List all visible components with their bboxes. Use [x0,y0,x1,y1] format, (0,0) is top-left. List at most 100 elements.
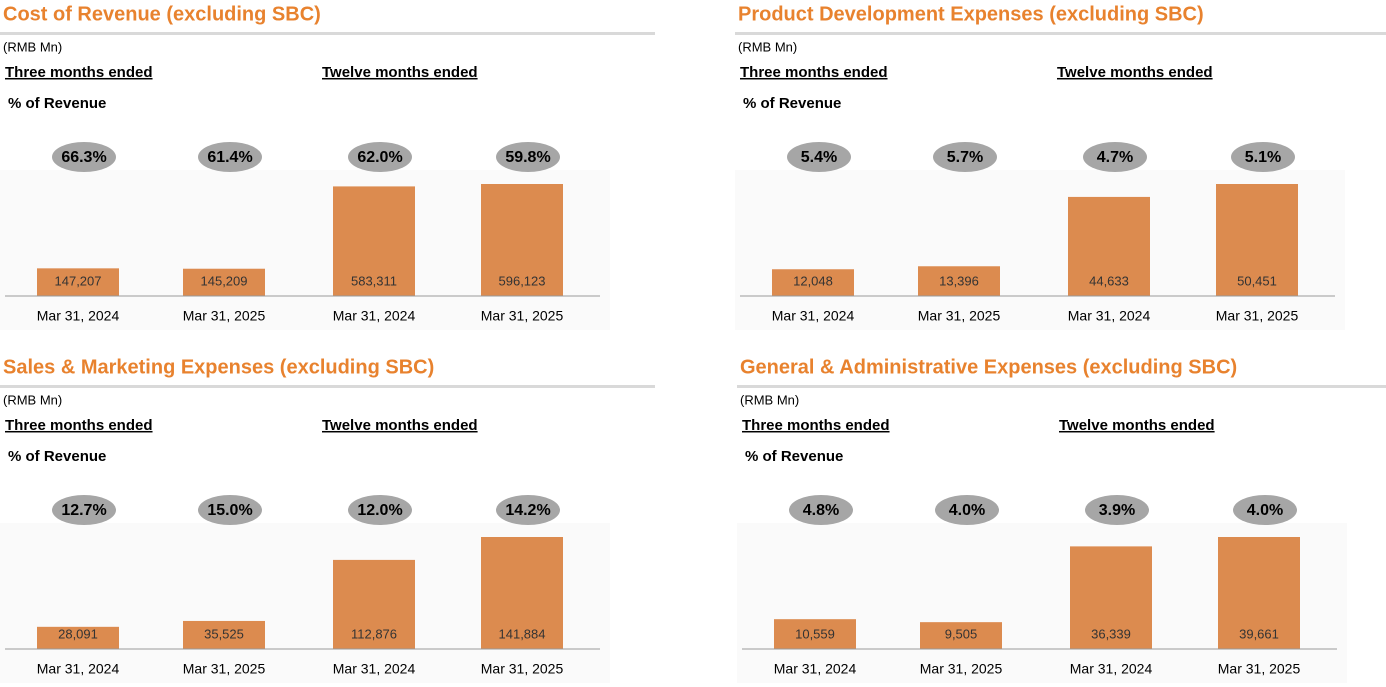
pct-label: 5.4% [801,149,837,166]
pct-badge [1231,142,1295,172]
value-label: 147,207 [55,273,102,288]
value-label: 9,505 [945,626,978,641]
category-label: Mar 31, 2024 [772,308,855,324]
pct-label: 4.0% [949,502,985,519]
chart-title: General & Administrative Expenses (exclu… [740,356,1237,378]
value-label: 28,091 [58,626,98,641]
pct-title: % of Revenue [743,95,841,112]
pct-badge [789,495,853,525]
group-label: Three months ended [742,417,890,434]
value-label: 10,559 [795,626,835,641]
pct-badge [198,142,262,172]
pct-title: % of Revenue [745,448,843,465]
group-label: Three months ended [740,64,888,81]
pct-label: 14.2% [505,502,550,519]
pct-label: 4.0% [1247,502,1283,519]
bar [481,184,563,296]
bar [1070,546,1152,649]
category-label: Mar 31, 2025 [920,661,1003,677]
bar [333,559,415,649]
pct-label: 12.7% [61,502,106,519]
bar [183,268,265,296]
bar [37,268,119,296]
category-label: Mar 31, 2025 [1216,308,1299,324]
pct-badge [52,495,116,525]
pct-title: % of Revenue [8,95,106,112]
unit-label: (RMB Mn) [740,392,799,407]
category-label: Mar 31, 2025 [183,661,266,677]
bar [183,620,265,649]
bar [920,622,1002,649]
title-rule [0,385,655,388]
bar [37,626,119,649]
pct-label: 12.0% [357,502,402,519]
category-label: Mar 31, 2025 [183,308,266,324]
value-label: 36,339 [1091,626,1131,641]
pct-label: 4.8% [803,502,839,519]
pct-badge [348,142,412,172]
chart-title: Cost of Revenue (excluding SBC) [3,3,321,25]
bar [1218,537,1300,649]
pct-label: 61.4% [207,149,252,166]
value-label: 50,451 [1237,273,1277,288]
value-label: 39,661 [1239,626,1279,641]
pct-label: 15.0% [207,502,252,519]
chart-title: Product Development Expenses (excluding … [738,3,1204,25]
pct-badge [496,142,560,172]
chart-panel: Product Development Expenses (excluding … [735,3,1386,330]
pct-label: 5.7% [947,149,983,166]
category-label: Mar 31, 2024 [37,308,120,324]
category-label: Mar 31, 2024 [333,661,416,677]
pct-badge [348,495,412,525]
pct-title: % of Revenue [8,448,106,465]
pct-badge [1083,142,1147,172]
category-label: Mar 31, 2024 [333,308,416,324]
unit-label: (RMB Mn) [738,39,797,54]
bar [1216,184,1298,296]
bar [333,186,415,296]
pct-badge [1233,495,1297,525]
title-rule [737,385,1386,388]
pct-badge [933,142,997,172]
chart-title: Sales & Marketing Expenses (excluding SB… [3,356,434,378]
pct-badge [935,495,999,525]
value-label: 145,209 [201,273,248,288]
bar [481,537,563,649]
category-label: Mar 31, 2024 [1068,308,1151,324]
chart-panel: Cost of Revenue (excluding SBC) (RMB Mn) T… [0,3,655,330]
pct-label: 4.7% [1097,149,1133,166]
value-label: 13,396 [939,273,979,288]
category-label: Mar 31, 2025 [481,308,564,324]
group-label: Twelve months ended [1059,417,1215,434]
chart-panel: General & Administrative Expenses (exclu… [737,356,1386,683]
category-label: Mar 31, 2024 [774,661,857,677]
value-label: 583,311 [351,273,397,288]
category-label: Mar 31, 2024 [1070,661,1153,677]
value-label: 12,048 [793,273,833,288]
pct-badge [496,495,560,525]
group-label: Three months ended [5,64,153,81]
pct-label: 62.0% [357,149,402,166]
group-label: Three months ended [5,417,153,434]
value-label: 596,123 [499,273,546,288]
unit-label: (RMB Mn) [3,392,62,407]
pct-badge [52,142,116,172]
pct-label: 3.9% [1099,502,1135,519]
value-label: 141,884 [499,626,546,641]
pct-label: 66.3% [61,149,106,166]
bar [772,269,854,296]
value-label: 112,876 [351,626,397,641]
value-label: 44,633 [1089,273,1129,288]
bar [918,266,1000,296]
bar [1068,196,1150,296]
category-label: Mar 31, 2024 [37,661,120,677]
unit-label: (RMB Mn) [3,39,62,54]
bar [774,619,856,649]
pct-label: 5.1% [1245,149,1281,166]
group-label: Twelve months ended [322,64,478,81]
pct-badge [787,142,851,172]
category-label: Mar 31, 2025 [918,308,1001,324]
title-rule [0,32,655,35]
pct-badge [198,495,262,525]
